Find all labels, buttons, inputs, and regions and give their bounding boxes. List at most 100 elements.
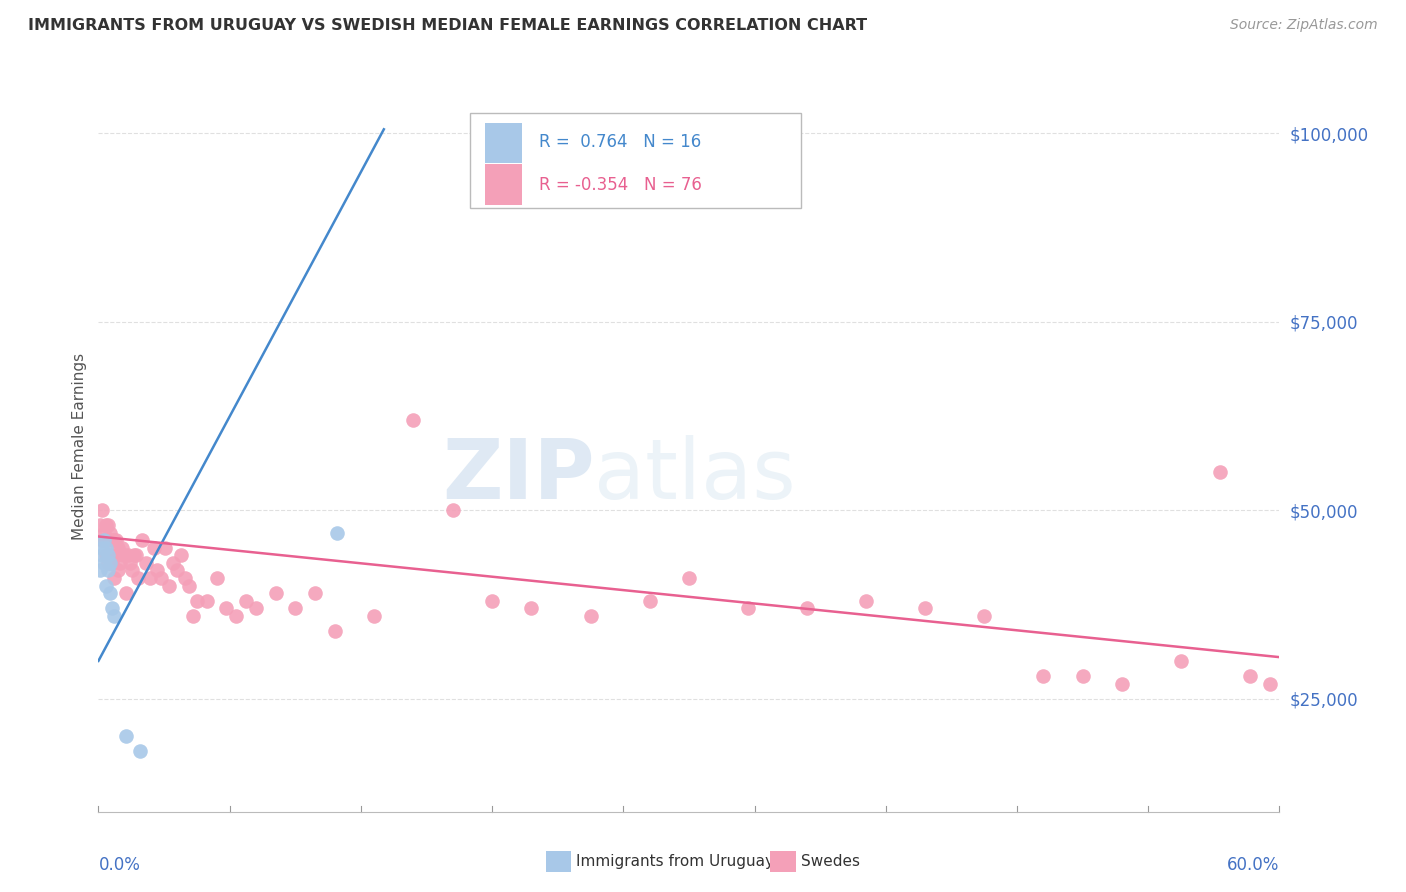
Point <box>973 608 995 623</box>
Point <box>93 525 115 540</box>
Point <box>122 549 145 563</box>
Point <box>91 503 114 517</box>
Point <box>855 593 877 607</box>
Point <box>121 563 143 577</box>
Point <box>177 578 200 592</box>
Point <box>98 525 121 540</box>
Point <box>91 541 114 555</box>
Point <box>97 556 120 570</box>
Text: 60.0%: 60.0% <box>1227 856 1279 874</box>
Text: R =  0.764   N = 16: R = 0.764 N = 16 <box>538 134 702 152</box>
Point <box>91 549 114 563</box>
Point <box>1258 676 1281 690</box>
Point <box>105 549 128 563</box>
FancyBboxPatch shape <box>471 113 801 209</box>
Point <box>135 556 157 570</box>
Point <box>118 556 141 570</box>
Point <box>105 533 128 548</box>
Point <box>441 503 464 517</box>
Point <box>138 571 160 585</box>
Bar <box>485 164 523 204</box>
Point <box>1170 654 1192 668</box>
Point <box>91 533 114 548</box>
Point <box>93 533 115 548</box>
Point <box>101 549 124 563</box>
Point <box>103 533 125 548</box>
Point <box>112 549 135 563</box>
Point <box>108 556 131 570</box>
Point <box>93 533 115 548</box>
Point <box>186 593 208 607</box>
Point <box>579 608 602 623</box>
Point <box>97 533 120 548</box>
Text: ZIP: ZIP <box>441 434 595 516</box>
Point <box>111 541 134 555</box>
Point <box>107 541 129 555</box>
Point <box>115 586 138 600</box>
Point <box>89 518 111 533</box>
Point <box>1071 669 1094 683</box>
Point <box>103 608 125 623</box>
Point <box>115 729 138 743</box>
Point <box>1032 669 1054 683</box>
Point <box>363 608 385 623</box>
Point <box>235 593 257 607</box>
Point <box>150 571 173 585</box>
Point <box>97 549 120 563</box>
Point <box>101 556 124 570</box>
Point <box>402 412 425 426</box>
Point <box>97 518 120 533</box>
Point <box>157 578 180 592</box>
Point <box>125 549 148 563</box>
Point <box>215 601 238 615</box>
Point <box>98 556 121 570</box>
Text: Source: ZipAtlas.com: Source: ZipAtlas.com <box>1230 18 1378 32</box>
Point <box>520 601 543 615</box>
Point <box>96 578 118 592</box>
Point <box>155 541 177 555</box>
Point <box>304 586 326 600</box>
Point <box>107 563 129 577</box>
Text: 0.0%: 0.0% <box>98 856 141 874</box>
Point <box>264 586 287 600</box>
Point <box>678 571 700 585</box>
Point <box>96 518 118 533</box>
Point <box>181 608 204 623</box>
Point <box>481 593 503 607</box>
Point <box>127 571 149 585</box>
Point <box>323 624 346 638</box>
Point <box>98 586 121 600</box>
Point <box>205 571 228 585</box>
Point <box>638 593 661 607</box>
Point <box>97 563 120 577</box>
Point <box>195 593 218 607</box>
Bar <box>485 123 523 163</box>
Text: Swedes: Swedes <box>801 855 860 869</box>
Point <box>101 601 124 615</box>
Point <box>796 601 818 615</box>
Point <box>131 533 153 548</box>
Point <box>166 563 188 577</box>
Point <box>1209 466 1232 480</box>
Text: Immigrants from Uruguay: Immigrants from Uruguay <box>576 855 775 869</box>
Point <box>174 571 197 585</box>
Point <box>1111 676 1133 690</box>
Point <box>1239 669 1261 683</box>
Point <box>103 571 125 585</box>
Point <box>117 549 139 563</box>
Text: IMMIGRANTS FROM URUGUAY VS SWEDISH MEDIAN FEMALE EARNINGS CORRELATION CHART: IMMIGRANTS FROM URUGUAY VS SWEDISH MEDIA… <box>28 18 868 33</box>
Point <box>98 549 121 563</box>
Point <box>101 533 124 548</box>
Point <box>284 601 307 615</box>
Point <box>737 601 759 615</box>
Point <box>170 549 193 563</box>
Point <box>93 556 115 570</box>
Point <box>146 563 169 577</box>
Point <box>162 556 184 570</box>
Point <box>142 541 165 555</box>
Point <box>914 601 936 615</box>
Text: R = -0.354   N = 76: R = -0.354 N = 76 <box>538 176 702 194</box>
Point <box>89 563 111 577</box>
Text: atlas: atlas <box>595 434 796 516</box>
Point <box>245 601 267 615</box>
